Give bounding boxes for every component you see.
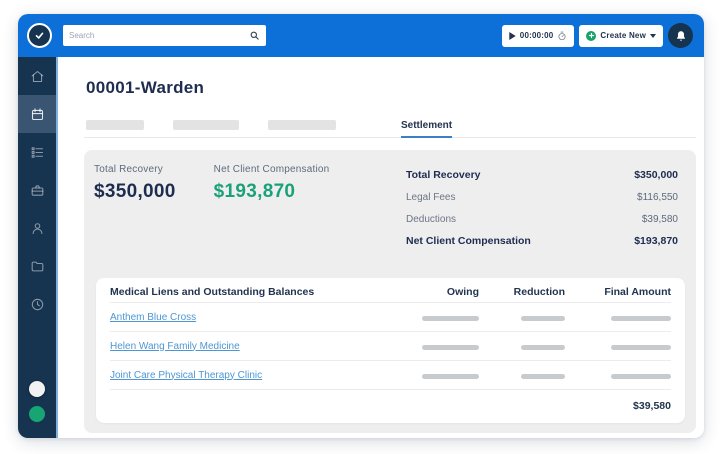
owing-placeholder [387, 337, 479, 355]
tab-settlement[interactable]: Settlement [401, 120, 453, 138]
timer-button[interactable]: 00:00:00 [501, 24, 575, 47]
stat-value: $193,870 [213, 181, 296, 202]
search-icon[interactable] [249, 30, 260, 41]
create-new-label: Create New [600, 31, 646, 40]
liens-total-row: $39,580 [110, 390, 671, 421]
checklist-icon [30, 145, 45, 160]
sidebar-item-home[interactable] [18, 57, 56, 95]
tab-bar: Settlement [84, 120, 696, 138]
breakdown-value: $116,550 [637, 191, 678, 203]
sidebar-item-calendar[interactable] [18, 95, 56, 133]
bell-icon [675, 30, 687, 42]
chevron-down-icon [650, 33, 656, 38]
search-box [63, 25, 266, 46]
liens-total-value: $39,580 [633, 399, 671, 412]
tab-skeleton-1[interactable] [86, 120, 144, 130]
tab-skeleton-2[interactable] [173, 120, 239, 130]
page-title: 00001-Warden [86, 78, 205, 97]
breakdown-value: $39,580 [641, 213, 678, 225]
column-header-final-amount: Final Amount [604, 285, 671, 298]
stopwatch-icon [557, 31, 567, 41]
breakdown-label: Net Client Compensation [406, 235, 531, 247]
owing-placeholder [387, 366, 479, 384]
stat-label: Total Recovery [94, 164, 163, 175]
logo-wrap [18, 23, 60, 48]
liens-table-header: Medical Liens and Outstanding Balances O… [110, 278, 671, 303]
create-new-button[interactable]: Create New [579, 24, 663, 47]
final-amount-placeholder [565, 366, 671, 384]
final-amount-placeholder [565, 308, 671, 326]
final-amount-placeholder [565, 337, 671, 355]
briefcase-icon [30, 183, 45, 198]
tab-skeleton-3[interactable] [268, 120, 336, 130]
breakdown-row: Legal Fees $116,550 [406, 186, 678, 208]
plus-circle-icon [586, 30, 597, 41]
breakdown-row: Deductions $39,580 [406, 208, 678, 230]
search-input[interactable] [69, 31, 249, 40]
sidebar-nav [18, 57, 58, 438]
folder-icon [30, 259, 45, 274]
sidebar-item-documents[interactable] [18, 247, 56, 285]
green-status-dot[interactable] [29, 406, 45, 422]
sidebar-item-briefcase[interactable] [18, 171, 56, 209]
sidebar-item-history[interactable] [18, 285, 56, 323]
table-row: Joint Care Physical Therapy Clinic [110, 361, 671, 390]
medical-liens-card: Medical Liens and Outstanding Balances O… [96, 278, 685, 423]
breakdown-value: $350,000 [634, 169, 678, 181]
reduction-placeholder [479, 308, 565, 326]
breakdown-label: Legal Fees [406, 191, 456, 203]
main-content: 00001-Warden Settlement Total Recovery $… [58, 57, 704, 438]
lien-link[interactable]: Helen Wang Family Medicine [110, 340, 240, 352]
person-icon [30, 221, 45, 236]
breakdown-value: $193,870 [634, 235, 678, 247]
stat-label: Net Client Compensation [213, 164, 330, 175]
calendar-icon [30, 107, 45, 122]
sidebar-item-checklist[interactable] [18, 133, 56, 171]
breakdown-label: Total Recovery [406, 169, 481, 181]
owing-placeholder [387, 308, 479, 326]
home-icon [30, 69, 45, 84]
play-icon [509, 31, 516, 40]
stat-value: $350,000 [94, 181, 176, 202]
column-header-reduction: Reduction [513, 285, 565, 298]
lien-link[interactable]: Anthem Blue Cross [110, 311, 197, 323]
settlement-summary-card: Total Recovery $350,000 Net Client Compe… [84, 150, 696, 433]
recovery-breakdown: Total Recovery $350,000 Legal Fees $116,… [406, 164, 678, 252]
column-header-owing: Owing [446, 285, 479, 298]
sidebar-item-contacts[interactable] [18, 209, 56, 247]
table-row: Anthem Blue Cross [110, 303, 671, 332]
reduction-placeholder [479, 337, 565, 355]
reduction-placeholder [479, 366, 565, 384]
table-row: Helen Wang Family Medicine [110, 332, 671, 361]
liens-table-title: Medical Liens and Outstanding Balances [110, 285, 315, 298]
app-logo-check-icon[interactable] [26, 23, 52, 48]
breakdown-row: Total Recovery $350,000 [406, 164, 678, 186]
app-window: 00:00:00 Create New [18, 14, 704, 438]
white-status-dot[interactable] [29, 381, 45, 397]
breakdown-row: Net Client Compensation $193,870 [406, 230, 678, 252]
top-bar: 00:00:00 Create New [18, 14, 704, 57]
stat-total-recovery: Total Recovery $350,000 [94, 164, 176, 252]
timer-value: 00:00:00 [519, 31, 554, 40]
breakdown-label: Deductions [406, 213, 457, 225]
notifications-button[interactable] [668, 23, 693, 48]
lien-link[interactable]: Joint Care Physical Therapy Clinic [110, 369, 263, 381]
stat-net-client-compensation: Net Client Compensation $193,870 [214, 164, 330, 252]
clock-icon [30, 297, 45, 312]
